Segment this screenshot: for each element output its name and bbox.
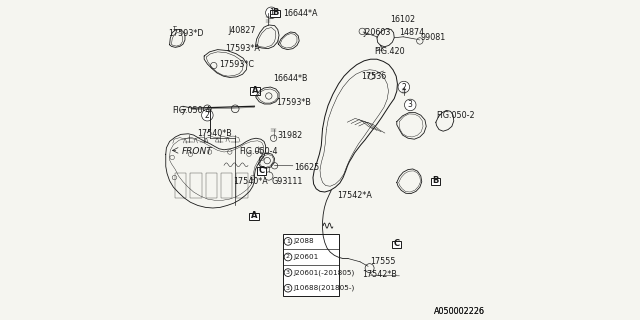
- Bar: [270, 10, 280, 17]
- Text: 16102: 16102: [390, 15, 415, 24]
- Circle shape: [398, 81, 410, 93]
- Text: A: A: [251, 212, 258, 220]
- Bar: [221, 173, 232, 198]
- Circle shape: [284, 237, 292, 245]
- Text: 2: 2: [205, 111, 210, 120]
- Text: FIG.050-4: FIG.050-4: [172, 106, 211, 115]
- Text: 99081: 99081: [421, 33, 446, 42]
- Text: FIG.420: FIG.420: [374, 47, 404, 56]
- Text: 17540*B: 17540*B: [197, 129, 232, 138]
- Text: 16644*B: 16644*B: [274, 74, 308, 83]
- Text: J10688(201805-): J10688(201805-): [294, 285, 355, 292]
- Text: 1: 1: [286, 239, 290, 244]
- Text: J20601: J20601: [294, 254, 319, 260]
- Text: 17542*A: 17542*A: [338, 191, 372, 200]
- Text: FIG.050-2: FIG.050-2: [436, 111, 474, 120]
- Text: 3: 3: [408, 100, 413, 109]
- Text: 17593*C: 17593*C: [219, 60, 254, 68]
- Text: 16625: 16625: [294, 163, 319, 172]
- Text: 1: 1: [269, 8, 274, 17]
- Text: FIG.050-4: FIG.050-4: [239, 147, 278, 156]
- Circle shape: [266, 7, 277, 19]
- Text: 17542*B: 17542*B: [362, 270, 397, 279]
- Text: A050002226: A050002226: [434, 307, 484, 316]
- Text: C: C: [394, 239, 400, 248]
- Text: 2: 2: [401, 83, 406, 92]
- Circle shape: [284, 284, 292, 292]
- Bar: [249, 213, 259, 220]
- Text: 31982: 31982: [278, 131, 303, 140]
- Text: J40827: J40827: [229, 26, 256, 35]
- Text: 17536: 17536: [361, 72, 386, 81]
- Bar: [175, 173, 186, 198]
- Text: 17593*B: 17593*B: [276, 98, 310, 107]
- Text: B: B: [272, 8, 278, 17]
- Text: 3: 3: [286, 286, 290, 291]
- Text: 14874: 14874: [399, 28, 424, 36]
- Text: J20603: J20603: [364, 28, 390, 36]
- Text: 17593*A: 17593*A: [226, 44, 260, 53]
- Bar: [206, 173, 217, 198]
- Text: 17555: 17555: [371, 257, 396, 266]
- Text: C: C: [259, 166, 265, 175]
- Text: 2: 2: [286, 254, 290, 260]
- Bar: [237, 173, 248, 198]
- Text: G93111: G93111: [271, 177, 303, 186]
- Circle shape: [284, 253, 292, 261]
- Bar: [392, 241, 401, 248]
- Bar: [283, 234, 339, 296]
- Bar: [257, 167, 266, 175]
- Text: A050002226: A050002226: [434, 307, 484, 316]
- Text: 17593*D: 17593*D: [168, 29, 204, 38]
- Bar: [250, 87, 260, 95]
- Text: J20601(-201805): J20601(-201805): [294, 269, 355, 276]
- Circle shape: [404, 99, 416, 111]
- Text: B: B: [433, 176, 439, 185]
- Text: 3: 3: [286, 270, 290, 275]
- Text: FRONT: FRONT: [182, 147, 212, 156]
- Text: 17540*A: 17540*A: [233, 177, 268, 186]
- Bar: [431, 178, 440, 185]
- Text: A: A: [252, 86, 259, 95]
- Circle shape: [202, 109, 213, 121]
- Circle shape: [284, 269, 292, 276]
- Bar: [191, 173, 202, 198]
- Text: J2088: J2088: [294, 238, 314, 244]
- Text: 16644*A: 16644*A: [283, 9, 317, 18]
